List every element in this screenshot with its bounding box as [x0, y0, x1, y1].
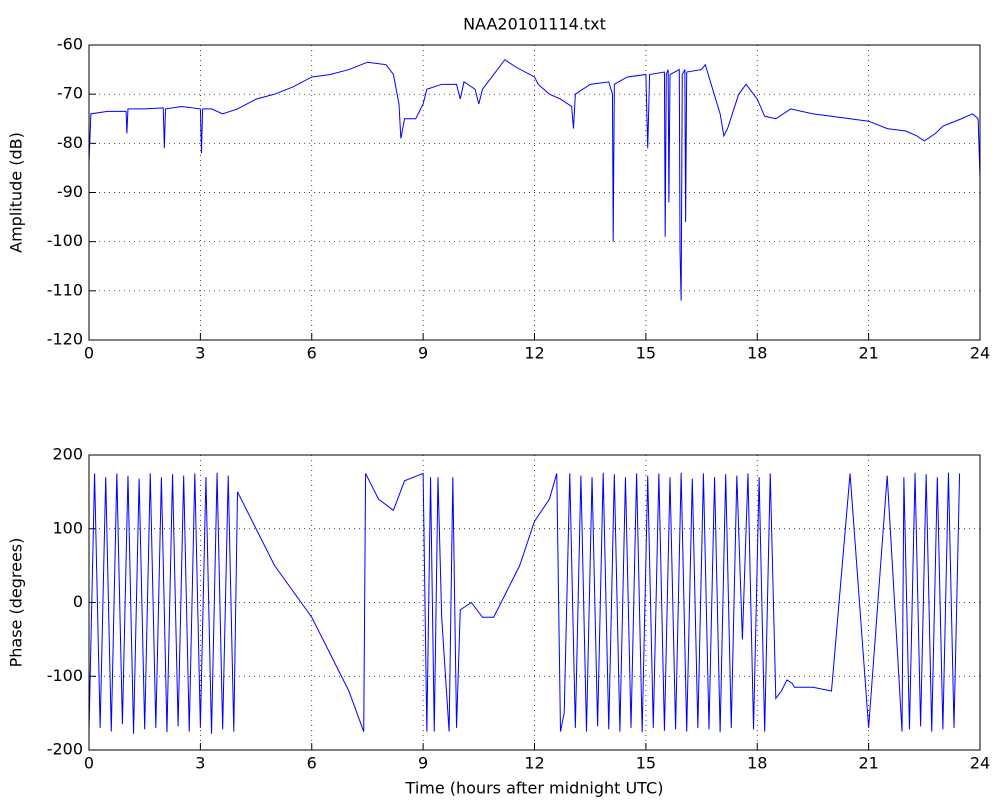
x-tick-label: 15 — [636, 344, 656, 363]
x-tick-label: 18 — [747, 754, 767, 773]
x-tick-label: 6 — [307, 344, 317, 363]
y-tick-label: 0 — [73, 592, 83, 611]
axes-frame — [88, 44, 981, 341]
x-tick-label: 24 — [970, 344, 990, 363]
y-tick-label: 200 — [52, 445, 83, 464]
y-tick-label: -60 — [57, 35, 83, 54]
data-line — [88, 472, 961, 734]
x-tick-label: 3 — [195, 754, 205, 773]
y-axis-label: Phase (degrees) — [7, 538, 26, 668]
x-tick-label: 21 — [858, 754, 878, 773]
x-tick-label: 21 — [858, 344, 878, 363]
y-axis-label: Amplitude (dB) — [7, 132, 26, 253]
y-tick-label: -90 — [57, 182, 83, 201]
y-tick-label: -200 — [47, 740, 83, 759]
y-tick-label: -70 — [57, 84, 83, 103]
y-tick-label: -100 — [47, 666, 83, 685]
x-tick-label: 15 — [636, 754, 656, 773]
x-tick-label: 18 — [747, 344, 767, 363]
axes-frame — [88, 454, 981, 751]
x-axis-label: Time (hours after midnight UTC) — [405, 779, 664, 798]
y-tick-label: -80 — [57, 133, 83, 152]
y-tick-label: -120 — [47, 330, 83, 349]
x-tick-label: 0 — [84, 344, 94, 363]
x-tick-label: 6 — [307, 754, 317, 773]
chart-title: NAA20101114.txt — [463, 15, 606, 34]
y-tick-label: -110 — [47, 280, 83, 299]
x-tick-label: 0 — [84, 754, 94, 773]
x-tick-label: 24 — [970, 754, 990, 773]
y-tick-label: 100 — [52, 518, 83, 537]
x-tick-label: 9 — [418, 754, 428, 773]
data-line — [88, 59, 981, 301]
x-tick-label: 3 — [195, 344, 205, 363]
x-tick-label: 12 — [524, 754, 544, 773]
x-tick-label: 12 — [524, 344, 544, 363]
x-tick-label: 9 — [418, 344, 428, 363]
y-tick-label: -100 — [47, 231, 83, 250]
